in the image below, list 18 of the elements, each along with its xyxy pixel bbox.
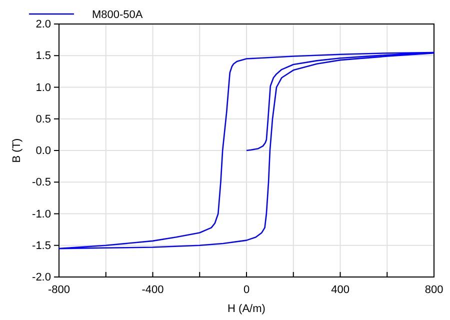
y-tick-label: 1.0 [36,82,51,94]
x-tick-label: 400 [331,284,350,296]
y-tick-label: 0.5 [36,113,51,126]
y-tick-label: 1.5 [36,50,51,62]
x-axis-title: H (A/m) [228,303,266,315]
y-tick-label: 2.0 [36,18,51,31]
y-tick-label: -1.0 [32,208,51,220]
x-tick-label: 0 [243,284,250,296]
x-tick-label: 800 [424,284,444,296]
x-tick-label: -400 [142,284,164,296]
y-tick-label: -2.0 [32,272,51,284]
y-axis-title: B (T) [11,138,23,163]
y-tick-label: 0.0 [36,145,51,158]
y-tick-label: -0.5 [32,176,51,189]
y-tick-label: -1.5 [32,240,51,252]
x-tick-label: -800 [48,284,70,296]
line-series [58,52,435,250]
legend-label: M800-50A [92,9,144,21]
